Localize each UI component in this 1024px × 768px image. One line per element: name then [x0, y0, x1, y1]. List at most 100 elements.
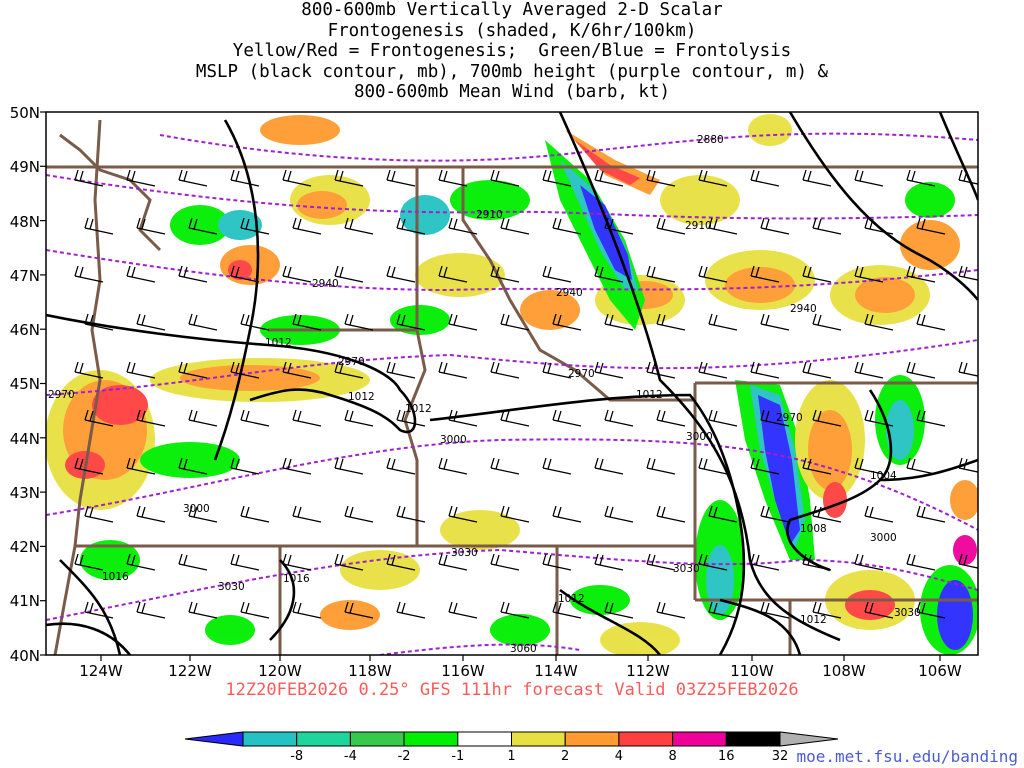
- height-label: 3030: [218, 581, 245, 593]
- shade-fg-yellow: [440, 510, 520, 550]
- shade-fg-red: [575, 140, 640, 185]
- pressure-contour: [786, 389, 893, 572]
- shade-fl-green: [390, 305, 450, 335]
- wind-barb: [490, 361, 520, 379]
- lon-tick-label: 110W: [730, 662, 774, 680]
- lon-tick-label: 116W: [441, 662, 485, 680]
- wind-barb: [916, 313, 946, 331]
- wind-barb: [646, 169, 676, 187]
- wind-barb: [594, 265, 624, 283]
- wind-barb: [334, 361, 364, 379]
- wind-barb: [292, 601, 322, 619]
- shade-fl-cyan: [886, 400, 914, 460]
- wind-barbs: [74, 169, 978, 619]
- height-contour-3060: [379, 643, 581, 655]
- lon-tick-label: 112W: [626, 662, 670, 680]
- wind-barb: [812, 409, 842, 427]
- wind-barb: [854, 169, 884, 187]
- colorbar-left-arrow: [184, 731, 244, 747]
- wind-barb: [552, 409, 582, 427]
- shade-fg-yellow: [660, 175, 740, 225]
- colorbar-label: -8: [290, 749, 303, 764]
- wind-barb: [708, 313, 738, 331]
- pressure-contour: [719, 598, 802, 655]
- pressure-contour: [46, 313, 417, 434]
- wind-barb: [448, 601, 478, 619]
- wind-barb: [864, 217, 894, 235]
- wind-barb: [812, 313, 842, 331]
- shade-fg-orange: [520, 290, 580, 330]
- wind-barb: [344, 601, 374, 619]
- wind-barb: [230, 265, 260, 283]
- lon-tick-label: 124W: [79, 662, 123, 680]
- colorbar-swatch: [296, 731, 351, 747]
- height-label: 2970: [568, 368, 595, 380]
- shade-fg-red: [92, 385, 148, 425]
- colorbar-swatch: [725, 731, 781, 747]
- height-label: 3030: [894, 607, 921, 619]
- wind-barb: [958, 361, 978, 377]
- height-label: 2910: [476, 209, 503, 221]
- wind-barb: [906, 265, 936, 283]
- wind-barb: [344, 217, 374, 235]
- shade-fl-green: [170, 205, 230, 245]
- pressure-label: 1008: [800, 523, 827, 535]
- wind-barb: [646, 457, 676, 475]
- wind-barb: [490, 553, 520, 571]
- wind-barb: [386, 457, 416, 475]
- height-contour-3000: [46, 438, 978, 531]
- shade-fg-magenta: [953, 535, 977, 565]
- colorbar-swatch: [511, 731, 566, 747]
- title-line-3: Yellow/Red = Frontogenesis; Green/Blue =…: [232, 41, 792, 62]
- shade-fg-orange: [725, 267, 795, 303]
- wind-barb: [136, 409, 166, 427]
- wind-barb: [438, 169, 468, 187]
- wind-barb: [750, 457, 780, 475]
- shade-fg-yellow: [340, 550, 420, 590]
- wind-barb: [500, 601, 530, 619]
- wind-barb: [500, 313, 530, 331]
- wind-barb: [188, 313, 218, 331]
- wind-barb: [542, 265, 572, 283]
- wind-barb: [438, 361, 468, 379]
- wind-barb: [126, 361, 156, 379]
- wind-barb: [282, 553, 312, 571]
- wind-barb: [240, 601, 270, 619]
- pressure-contour: [788, 112, 978, 301]
- wind-barb: [292, 505, 322, 523]
- pressure-label: 1012: [558, 593, 585, 605]
- wind-barb: [656, 505, 686, 523]
- wind-barb: [760, 505, 790, 523]
- shade-fl-cyan: [400, 195, 450, 235]
- wind-barb: [760, 313, 790, 331]
- wind-barb: [854, 361, 884, 379]
- wind-barb: [698, 553, 728, 571]
- wind-barb: [604, 601, 634, 619]
- wind-barb: [178, 265, 208, 283]
- pressure-contour: [213, 119, 260, 461]
- wind-barb: [126, 553, 156, 571]
- wind-barb: [396, 601, 426, 619]
- colorbar-swatch: [618, 731, 674, 747]
- wind-barb: [126, 457, 156, 475]
- height-contour-3030: [46, 548, 978, 621]
- shade-fg-yellow: [415, 253, 505, 297]
- wind-barb: [74, 553, 104, 571]
- chart-title: 800-600mb Vertically Averaged 2-D Scalar…: [0, 0, 1024, 103]
- wind-barb: [490, 457, 520, 475]
- shade-fl-green: [905, 182, 955, 218]
- wind-barb: [282, 169, 312, 187]
- wind-barb: [84, 505, 114, 523]
- wind-barb: [552, 217, 582, 235]
- source-url[interactable]: moe.met.fsu.edu/banding: [796, 747, 1018, 766]
- lon-tick-label: 118W: [348, 662, 392, 680]
- wind-barb: [802, 361, 832, 379]
- wind-barb: [292, 409, 322, 427]
- height-label: 2910: [685, 220, 712, 232]
- height-label: 3000: [183, 503, 210, 515]
- map-axes: 50N 49N 48N 47N 46N 45N 44N 43N 42N 41N …: [10, 104, 962, 680]
- lat-tick-label: 40N: [10, 647, 40, 665]
- wind-barb: [136, 313, 166, 331]
- wind-barb: [438, 457, 468, 475]
- wind-barb: [334, 553, 364, 571]
